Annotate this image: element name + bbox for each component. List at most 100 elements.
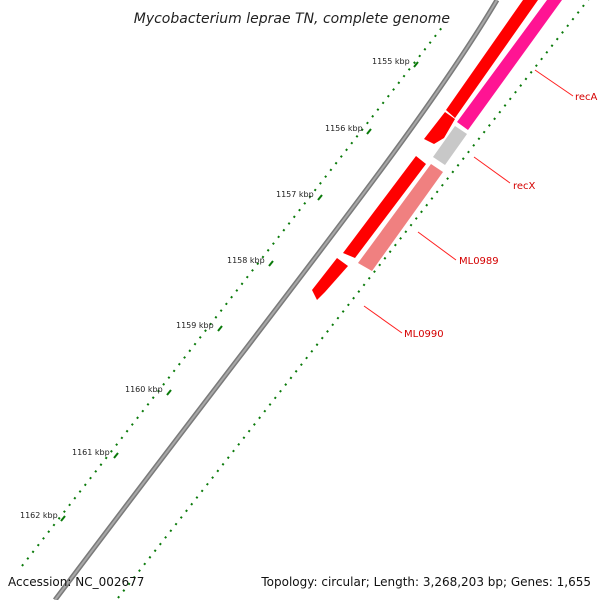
tick-mark	[47, 530, 51, 534]
tick-mark	[221, 462, 225, 466]
tick-mark	[392, 88, 395, 91]
tick-mark	[230, 295, 233, 299]
tick-mark	[357, 290, 361, 293]
gene-ML0989-shape[interactable]	[358, 164, 443, 271]
tick-mark	[308, 195, 312, 199]
tick-mark	[399, 237, 403, 240]
tick-mark	[31, 550, 35, 554]
tick-mark	[198, 336, 202, 339]
tick-mark	[467, 150, 470, 154]
gene-label-recA[interactable]: recA	[575, 92, 598, 103]
tick-mark	[414, 217, 418, 220]
tick-mark	[94, 470, 98, 473]
tick-mark	[132, 575, 136, 579]
tick-mark	[224, 302, 228, 306]
gene-recA-shape[interactable]	[457, 0, 562, 130]
tick-label: 1157 kbp	[276, 190, 314, 199]
tick-mark	[157, 389, 160, 393]
tick-mark	[266, 248, 270, 252]
tick-mark	[428, 41, 432, 45]
tick-mark	[397, 81, 401, 85]
tick-mark	[138, 569, 141, 573]
tick-mark	[89, 476, 92, 480]
tick-mark	[279, 389, 282, 393]
tick-mark	[195, 496, 199, 499]
tick-mark	[200, 489, 204, 493]
gene-segment[interactable]	[343, 156, 426, 258]
tick-mark	[339, 155, 343, 158]
gene-segment[interactable]	[312, 258, 348, 300]
tick-mark	[519, 84, 523, 87]
tick-mark	[271, 242, 275, 245]
tick-mark	[117, 595, 120, 599]
tick-mark	[211, 476, 214, 479]
tick-mark	[425, 203, 429, 207]
tick-mark	[303, 202, 307, 205]
tick-mark	[371, 114, 375, 118]
gene-track-reverse	[358, 0, 562, 271]
tick-mark	[235, 289, 239, 292]
tick-mark	[158, 542, 162, 546]
tick-mark	[205, 482, 209, 486]
tick-mark	[83, 483, 87, 487]
tick-mark	[487, 124, 491, 127]
tick-mark	[130, 423, 134, 426]
tick-mark	[52, 523, 56, 527]
tick-mark	[324, 175, 328, 178]
tick-mark	[26, 557, 30, 560]
tick-mark	[179, 516, 183, 519]
tick-mark	[545, 50, 549, 54]
gene-segment[interactable]	[424, 112, 455, 144]
tick-mark	[110, 449, 113, 453]
tick-mark	[446, 177, 450, 180]
tick-mark	[62, 510, 66, 514]
gene-label-ML0990[interactable]: ML0990	[404, 329, 444, 340]
tick-mark	[336, 316, 340, 320]
genome-backbone-highlight	[54, 0, 498, 600]
tick-mark	[472, 143, 476, 147]
gene-label-recX[interactable]: recX	[513, 181, 536, 192]
tick-mark	[366, 121, 369, 125]
tick-mark	[277, 235, 281, 239]
tick-mark	[42, 536, 45, 540]
tick-mark	[167, 376, 171, 379]
tick-mark	[367, 276, 371, 280]
tick-mark	[36, 543, 40, 547]
tick-mark	[263, 409, 267, 413]
tick-mark	[292, 215, 296, 219]
genome-backbone	[53, 0, 500, 600]
tick-mark	[226, 456, 230, 460]
tick-mark	[439, 27, 443, 31]
tick-mark	[127, 582, 131, 586]
tick-label: 1158 kbp	[227, 256, 265, 265]
gene-segment[interactable]	[446, 0, 538, 118]
tick-mark	[21, 563, 24, 567]
tick-mark	[294, 369, 298, 373]
tick-mark	[350, 141, 354, 145]
tick-mark	[524, 77, 528, 81]
tick-mark	[388, 250, 392, 254]
tick-mark	[242, 436, 246, 440]
tick-mark	[313, 188, 317, 192]
tick-mark	[420, 210, 423, 214]
tick-mark	[430, 197, 434, 200]
tick-mark	[576, 11, 580, 14]
tick-mark	[193, 342, 197, 346]
gene-recX-shape[interactable]	[433, 126, 467, 165]
tick-mark	[435, 190, 439, 194]
tick-mark	[162, 382, 166, 386]
tick-mark	[334, 161, 338, 165]
tick-mark	[508, 97, 512, 101]
tick-mark	[493, 117, 497, 121]
tick-mark	[381, 101, 385, 105]
tick-mark	[245, 275, 249, 279]
tick-mark	[104, 456, 108, 460]
tick-mark	[115, 443, 119, 446]
tick-mark	[345, 148, 348, 152]
gene-label-ML0989[interactable]: ML0989	[459, 256, 499, 267]
tick-mark	[298, 208, 301, 212]
gene-leader-lines	[363, 69, 574, 334]
tick-mark	[120, 436, 124, 440]
tick-mark	[529, 70, 533, 74]
tick-mark	[57, 516, 61, 520]
